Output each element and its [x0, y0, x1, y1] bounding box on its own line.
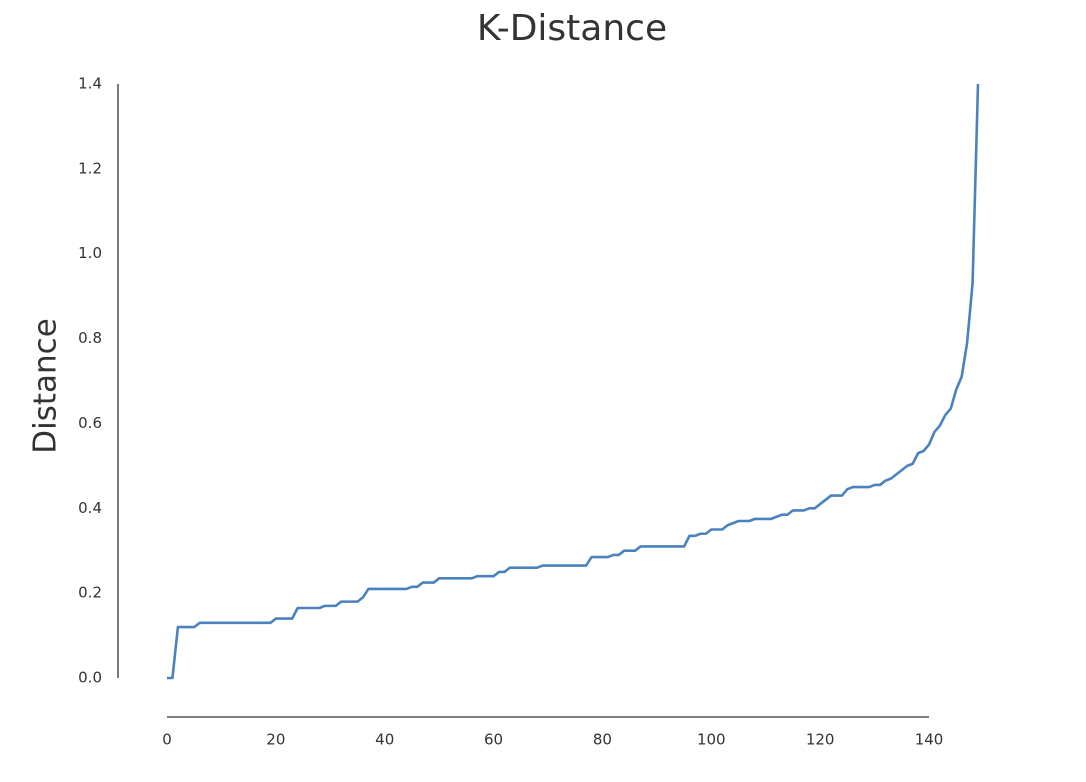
x-tick-label: 140 — [915, 731, 944, 749]
x-tick-label: 100 — [697, 731, 726, 749]
x-tick-label: 0 — [162, 731, 172, 749]
x-tick-label: 60 — [484, 731, 503, 749]
y-tick-label: 1.2 — [78, 159, 102, 177]
x-tick-label: 40 — [375, 731, 394, 749]
y-tick-label: 0.6 — [78, 414, 102, 432]
chart-title: K-Distance — [477, 8, 667, 49]
x-tick-label: 20 — [266, 731, 285, 749]
x-tick-label: 120 — [806, 731, 835, 749]
y-tick-label: 0.0 — [78, 669, 102, 687]
y-tick-label: 0.4 — [78, 499, 102, 517]
y-tick-label: 0.2 — [78, 584, 102, 602]
x-tick-label: 80 — [593, 731, 612, 749]
y-tick-label: 0.8 — [78, 329, 102, 347]
data-line — [167, 83, 980, 680]
y-axis-label: Distance — [28, 318, 64, 454]
y-tick-label: 1.4 — [78, 75, 102, 93]
y-tick-label: 1.0 — [78, 244, 102, 262]
